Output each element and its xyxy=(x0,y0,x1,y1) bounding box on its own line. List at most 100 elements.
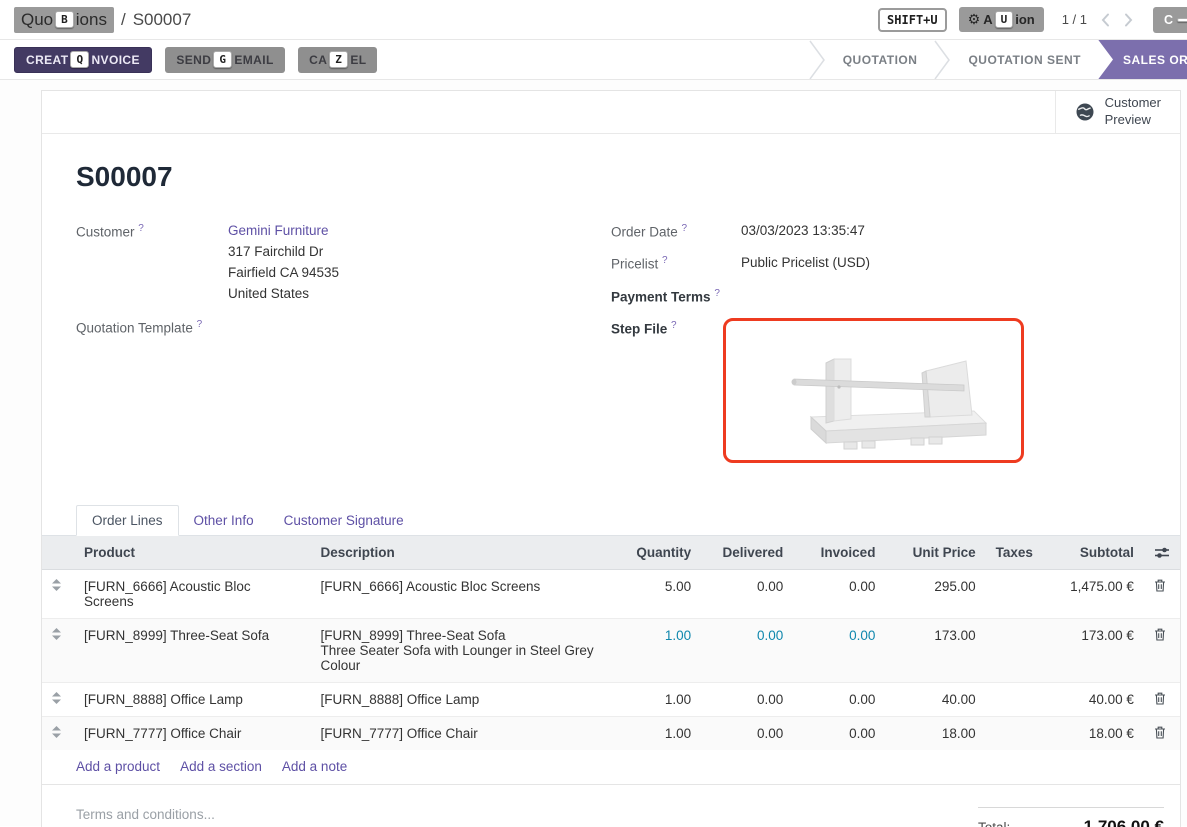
create-invoice-prefix: CREAT xyxy=(26,52,69,67)
status-step-quotation-sent[interactable]: QUOTATION SENT xyxy=(968,52,1081,67)
field-payment-terms: Payment Terms ? xyxy=(611,286,1146,308)
cell-quantity[interactable]: 5.00 xyxy=(664,579,692,595)
cell-description[interactable]: [FURN_8999] Three-Seat Sofa Three Seater… xyxy=(310,618,613,683)
optional-columns-toggle[interactable] xyxy=(1143,536,1180,571)
drag-handle-icon[interactable] xyxy=(42,618,75,683)
cell-subtotal: 1,475.00 € xyxy=(1070,579,1134,595)
column-subtotal[interactable]: Subtotal xyxy=(1043,536,1144,571)
column-description[interactable]: Description xyxy=(310,536,613,571)
cell-delivered[interactable]: 0.00 xyxy=(701,716,794,751)
tab-order-lines[interactable]: Order Lines xyxy=(76,505,179,537)
trash-icon xyxy=(1154,628,1165,641)
hint-keycap-q: Q xyxy=(70,51,90,68)
table-footer-links: Add a product Add a section Add a note xyxy=(42,750,1180,786)
pager-value: 1 / 1 xyxy=(1061,12,1087,27)
breadcrumb-app-suffix: ions xyxy=(75,9,107,29)
cell-quantity[interactable]: 1.00 xyxy=(612,618,702,683)
add-a-product-link[interactable]: Add a product xyxy=(76,759,161,775)
cell-invoiced[interactable]: 0.00 xyxy=(793,716,886,751)
column-delivered[interactable]: Delivered xyxy=(701,536,794,571)
pager-previous-icon[interactable] xyxy=(1101,13,1110,27)
delete-row-button[interactable] xyxy=(1143,682,1180,717)
delete-row-button[interactable] xyxy=(1143,618,1180,683)
cell-subtotal: 40.00 € xyxy=(1043,682,1144,717)
cell-product[interactable]: [FURN_8999] Three-Seat Sofa xyxy=(74,618,311,683)
send-email-button[interactable]: SEND G EMAIL xyxy=(165,46,285,73)
column-unit-price[interactable]: Unit Price xyxy=(885,536,986,571)
create-invoice-button[interactable]: CREAT Q NVOICE xyxy=(14,46,152,73)
step-file-image[interactable] xyxy=(723,318,1024,464)
customer-label: Customer ? xyxy=(76,223,144,240)
cell-quantity[interactable]: 1.00 xyxy=(612,716,702,751)
cell-taxes[interactable] xyxy=(985,618,1044,683)
customer-link[interactable]: Gemini Furniture xyxy=(228,223,329,238)
cell-unit-price[interactable]: 18.00 xyxy=(885,716,986,751)
cell-description[interactable]: [FURN_8888] Office Lamp xyxy=(310,682,613,717)
action-menu-suffix: ion xyxy=(1015,12,1035,27)
cell-subtotal: 18.00 € xyxy=(1043,716,1144,751)
drag-handle-icon[interactable] xyxy=(42,570,74,619)
column-quantity[interactable]: Quantity xyxy=(612,536,702,571)
cell-invoiced[interactable]: 0.00 xyxy=(849,579,876,595)
status-step-quotation[interactable]: QUOTATION xyxy=(842,52,918,67)
field-column-left: Customer ? Gemini Furniture 317 Fairchil… xyxy=(76,221,611,463)
delete-row-button[interactable] xyxy=(1143,716,1180,751)
terms-and-conditions-input[interactable]: Terms and conditions... xyxy=(76,807,215,823)
cell-taxes[interactable] xyxy=(985,682,1044,717)
tab-customer-signature[interactable]: Customer Signature xyxy=(283,513,404,529)
tab-other-info[interactable]: Other Info xyxy=(193,513,254,529)
breadcrumb-separator: / xyxy=(120,9,126,29)
pricelist-value[interactable]: Public Pricelist (USD) xyxy=(741,255,871,271)
customer-value: Gemini Furniture 317 Fairchild Dr Fairfi… xyxy=(228,221,339,305)
cell-unit-price[interactable]: 295.00 xyxy=(934,579,976,595)
column-invoiced[interactable]: Invoiced xyxy=(793,536,886,571)
field-pricelist: Pricelist ? Public Pricelist (USD) xyxy=(611,253,1146,275)
cell-invoiced[interactable]: 0.00 xyxy=(793,618,886,683)
cell-unit-price[interactable]: 40.00 xyxy=(885,682,986,717)
cell-quantity[interactable]: 1.00 xyxy=(612,682,702,717)
hint-keycap-b: B xyxy=(55,11,74,28)
trash-icon xyxy=(1154,692,1165,705)
field-order-date: Order Date ? 03/03/2023 13:35:47 xyxy=(611,221,1146,243)
delete-row-button[interactable] xyxy=(1144,570,1180,619)
cancel-suffix: EL xyxy=(350,52,367,67)
total-block: Total: 1,706.00 € xyxy=(978,807,1164,827)
drag-handle-icon[interactable] xyxy=(42,682,75,717)
cell-taxes[interactable] xyxy=(986,570,1044,619)
column-product[interactable]: Product xyxy=(74,536,311,571)
add-a-note-link[interactable]: Add a note xyxy=(281,759,348,775)
order-date-value[interactable]: 03/03/2023 13:35:47 xyxy=(741,223,865,238)
order-lines-section: Order Lines Other Info Customer Signatur… xyxy=(42,505,1180,827)
cell-product[interactable]: [FURN_7777] Office Chair xyxy=(74,716,311,751)
table-row: [FURN_8888] Office Lamp [FURN_8888] Offi… xyxy=(42,682,1180,717)
customer-preview-label: Customer Preview xyxy=(1104,95,1161,127)
column-taxes[interactable]: Taxes xyxy=(985,536,1044,571)
hint-keycap-z: Z xyxy=(329,51,349,68)
field-quotation-template: Quotation Template ? xyxy=(76,317,611,339)
drag-handle-icon[interactable] xyxy=(42,716,75,751)
step-file-label: Step File ? xyxy=(611,320,677,337)
cell-unit-price[interactable]: 173.00 xyxy=(885,618,986,683)
status-step-sales-order-active[interactable]: SALES ORDER xyxy=(1098,40,1187,79)
cell-invoiced[interactable]: 0.00 xyxy=(793,682,886,717)
cell-delivered[interactable]: 0.00 xyxy=(701,682,794,717)
pager-next-icon[interactable] xyxy=(1124,13,1133,27)
cell-product[interactable]: [FURN_8888] Office Lamp xyxy=(74,682,311,717)
statusbar: QUOTATION QUOTATION SENT SALES ORDER xyxy=(809,40,1187,79)
cell-delivered[interactable]: 0.00 xyxy=(701,618,794,683)
help-icon: ? xyxy=(662,255,668,267)
create-button-cut[interactable]: C xyxy=(1153,6,1187,33)
cell-description[interactable]: [FURN_6666] Acoustic Bloc Screens xyxy=(320,579,541,595)
cell-taxes[interactable] xyxy=(985,716,1044,751)
cell-delivered[interactable]: 0.00 xyxy=(757,579,784,595)
cell-description[interactable]: [FURN_7777] Office Chair xyxy=(310,716,613,751)
add-a-section-link[interactable]: Add a section xyxy=(180,759,262,775)
gear-icon: ⚙ xyxy=(967,11,981,28)
customer-preview-button[interactable]: Customer Preview xyxy=(1054,91,1180,133)
cancel-button[interactable]: CA Z EL xyxy=(298,46,378,73)
cell-product[interactable]: [FURN_6666] Acoustic Bloc Screens xyxy=(84,579,251,610)
